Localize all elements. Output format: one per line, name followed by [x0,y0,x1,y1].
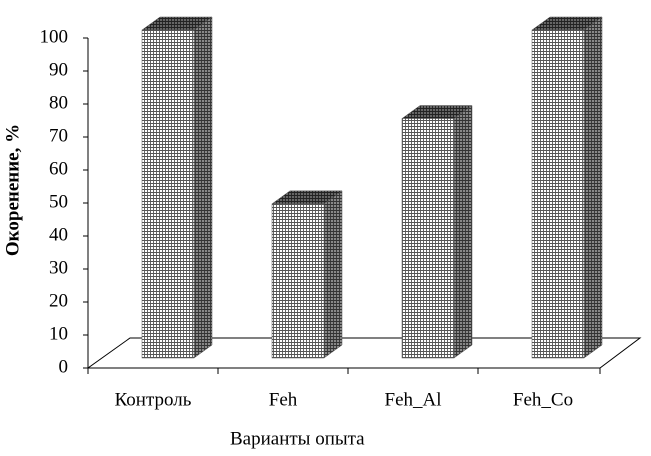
y-tick-label: 20 [49,290,68,311]
y-axis-title: Окоренение, % [2,124,23,256]
x-tick-label: Feh [269,389,298,410]
x-tick-label: Feh_Al [385,389,442,410]
bar-side [583,16,603,359]
x-axis-title: Варианты опыта [230,428,365,449]
x-tick-label: Feh_Co [513,389,573,410]
x-tick-label: Контроль [115,389,192,410]
bar [271,203,325,359]
y-tick-label: 10 [49,323,68,344]
bar-side [453,105,473,359]
y-tick-label: 90 [49,59,68,80]
y-tick-label: 40 [49,224,68,245]
y-tick-label: 0 [59,356,69,377]
bar-side [193,16,213,359]
y-tick-label: 30 [49,257,68,278]
floor [86,337,642,369]
bar-side [323,190,343,359]
bar [401,118,455,359]
y-tick-label: 50 [49,191,68,212]
y-tick-label: 80 [49,92,68,113]
y-tick-label: 70 [49,125,68,146]
bar [141,29,195,359]
y-tick-label: 100 [40,26,69,47]
bar [531,29,585,359]
y-tick-label: 60 [49,158,68,179]
